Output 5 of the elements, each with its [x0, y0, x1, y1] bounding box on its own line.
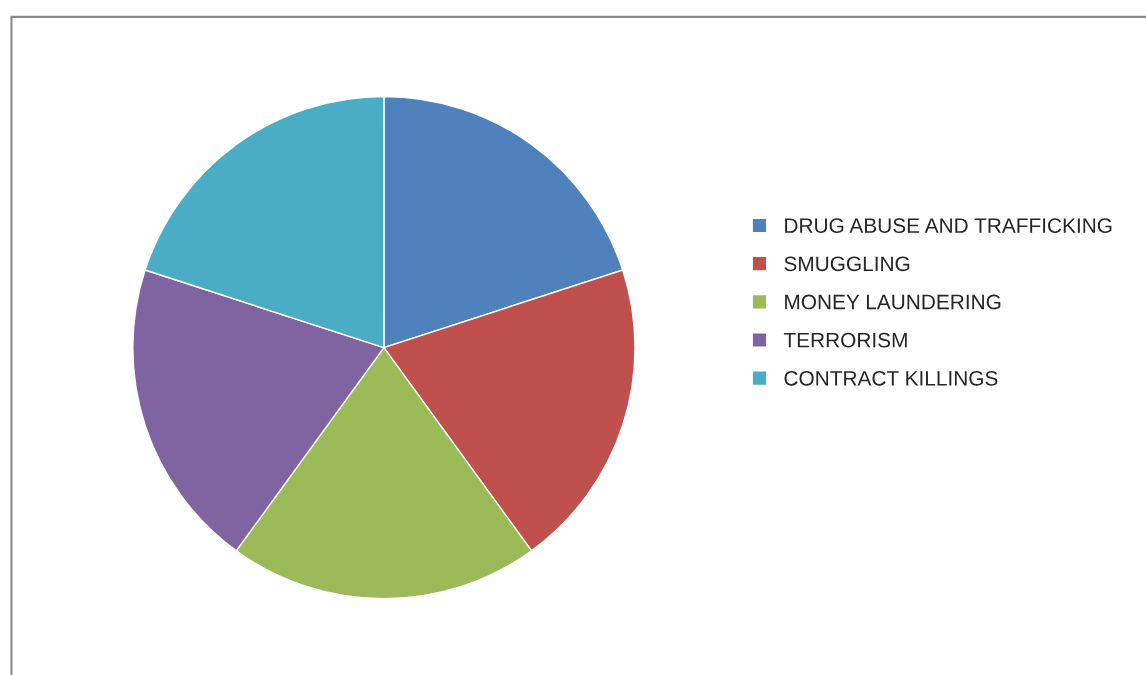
legend-label: SMUGGLING	[784, 256, 910, 272]
legend-label: MONEY LAUNDERING	[785, 294, 1001, 310]
legend-label: TERRORISM	[783, 332, 907, 348]
legend-label: DRUG ABUSE AND TRAFFICKING	[785, 218, 1112, 233]
legend-label: CONTRACT KILLINGS	[784, 370, 998, 386]
